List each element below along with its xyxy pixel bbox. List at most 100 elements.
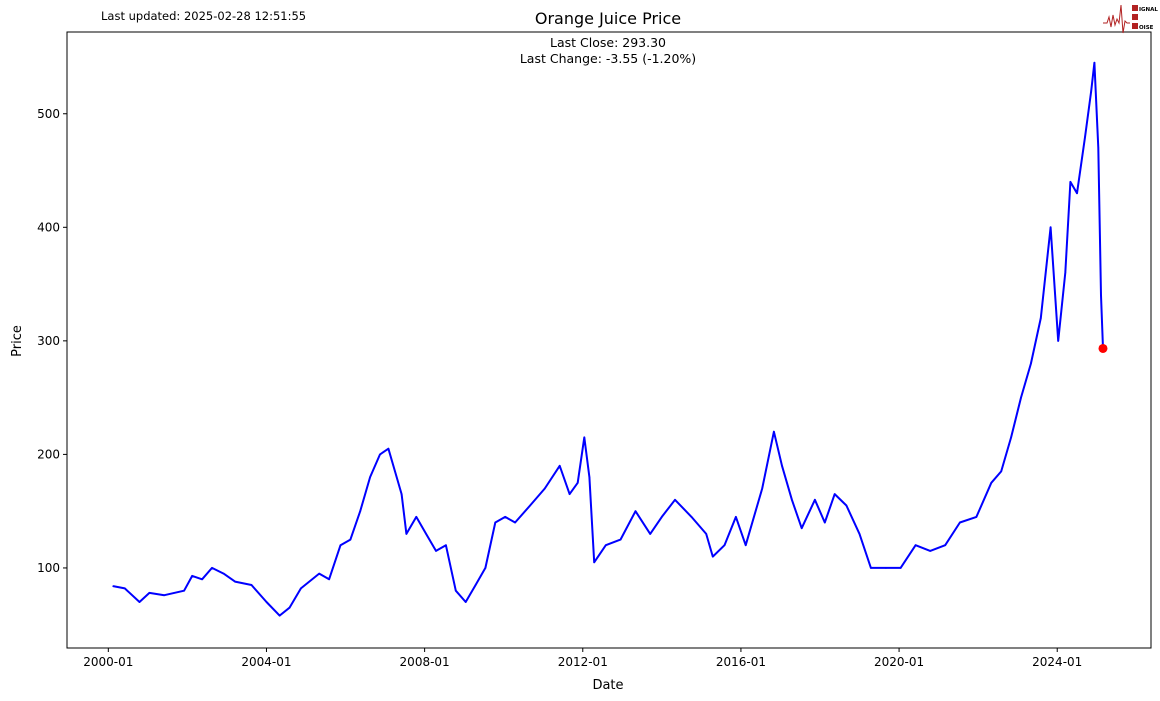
data-point	[191, 575, 194, 577]
x-tick-label: 2008-01	[400, 655, 450, 669]
data-point	[914, 544, 917, 547]
data-point	[211, 567, 213, 569]
data-point	[201, 578, 203, 581]
data-point	[634, 510, 637, 512]
data-point	[833, 493, 836, 495]
plot-area	[112, 61, 1108, 617]
data-point	[1090, 90, 1092, 92]
data-point	[975, 516, 978, 518]
data-point	[583, 436, 586, 439]
data-point	[250, 584, 253, 586]
data-point	[359, 510, 362, 512]
data-point	[576, 481, 579, 484]
data-point	[163, 594, 166, 596]
svg-text:OISE: OISE	[1139, 25, 1154, 31]
data-point	[435, 550, 437, 552]
data-point	[464, 601, 467, 603]
data-point	[711, 555, 714, 558]
data-point	[425, 533, 427, 535]
data-point	[558, 464, 561, 467]
data-point	[405, 533, 408, 535]
data-point	[705, 533, 707, 535]
data-point	[1000, 470, 1003, 473]
data-point	[690, 516, 693, 518]
data-point	[339, 544, 342, 547]
data-point	[845, 504, 848, 507]
data-point	[791, 499, 793, 501]
x-tick-label: 2004-01	[241, 655, 291, 669]
data-point	[494, 521, 497, 524]
y-axis-label: Price	[10, 325, 25, 357]
x-tick-label: 2016-01	[716, 655, 766, 669]
data-point	[504, 516, 507, 518]
data-point	[454, 589, 457, 592]
data-point	[1100, 294, 1102, 297]
data-point	[661, 516, 663, 518]
data-point	[379, 453, 381, 456]
price-line	[112, 61, 1104, 617]
data-point	[300, 587, 302, 590]
annotation-last-change: Last Change: -3.55 (-1.20%)	[520, 51, 696, 66]
data-point	[1084, 135, 1086, 138]
data-point	[514, 521, 516, 524]
data-point	[112, 585, 114, 587]
data-point	[234, 580, 236, 583]
annotation-last-close: Last Close: 293.30	[550, 35, 666, 50]
data-point	[1093, 61, 1096, 64]
x-tick-label: 2024-01	[1032, 655, 1082, 669]
data-point	[183, 589, 185, 592]
y-tick-label: 300	[37, 334, 60, 348]
axes-frame	[66, 31, 1152, 649]
data-point	[1049, 226, 1052, 229]
svg-text:IGNAL: IGNAL	[1139, 7, 1158, 13]
data-point	[858, 533, 861, 535]
data-point	[800, 527, 803, 530]
data-point	[649, 533, 651, 535]
data-point	[761, 487, 764, 490]
data-point	[1076, 192, 1078, 195]
data-point	[619, 538, 622, 541]
x-tick-label: 2000-01	[83, 655, 133, 669]
data-point	[723, 544, 726, 547]
data-point	[674, 499, 676, 501]
y-tick-label: 200	[37, 447, 60, 461]
data-point	[484, 567, 487, 569]
x-tick-label: 2020-01	[874, 655, 924, 669]
data-point	[288, 606, 291, 609]
x-axis: 2000-01 2004-01 2008-01 2012-01 2016-01 2020-…	[83, 648, 1082, 669]
data-point	[387, 447, 390, 450]
data-point	[1069, 181, 1072, 183]
y-tick-label: 400	[37, 220, 60, 234]
x-axis-label: Date	[592, 678, 623, 693]
data-point	[1039, 317, 1042, 319]
data-point	[735, 516, 737, 518]
last-close-marker	[1098, 343, 1108, 353]
data-point	[148, 592, 151, 594]
last-updated-label: Last updated: 2025-02-28 12:51:55	[101, 9, 306, 23]
data-point	[445, 544, 447, 547]
data-point	[899, 567, 902, 569]
data-point	[474, 584, 477, 586]
data-point	[568, 493, 571, 495]
data-point	[1097, 147, 1100, 149]
chart-title: Orange Juice Price	[535, 9, 681, 28]
data-point	[278, 614, 281, 617]
data-point	[593, 561, 595, 564]
data-point	[369, 476, 371, 478]
data-point	[1020, 396, 1022, 399]
data-point	[123, 587, 126, 590]
data-point	[885, 567, 887, 569]
data-point	[543, 487, 546, 490]
data-point	[744, 544, 747, 547]
signal-2-noise-logo: IGNAL OISE	[1103, 4, 1158, 34]
y-tick-label: 100	[37, 561, 60, 575]
data-point	[349, 538, 352, 541]
data-point	[1064, 271, 1067, 274]
data-point	[265, 601, 268, 603]
data-point	[222, 572, 225, 575]
data-point	[605, 544, 607, 547]
data-point	[1057, 340, 1060, 342]
data-point	[529, 504, 531, 507]
data-point	[318, 572, 320, 575]
